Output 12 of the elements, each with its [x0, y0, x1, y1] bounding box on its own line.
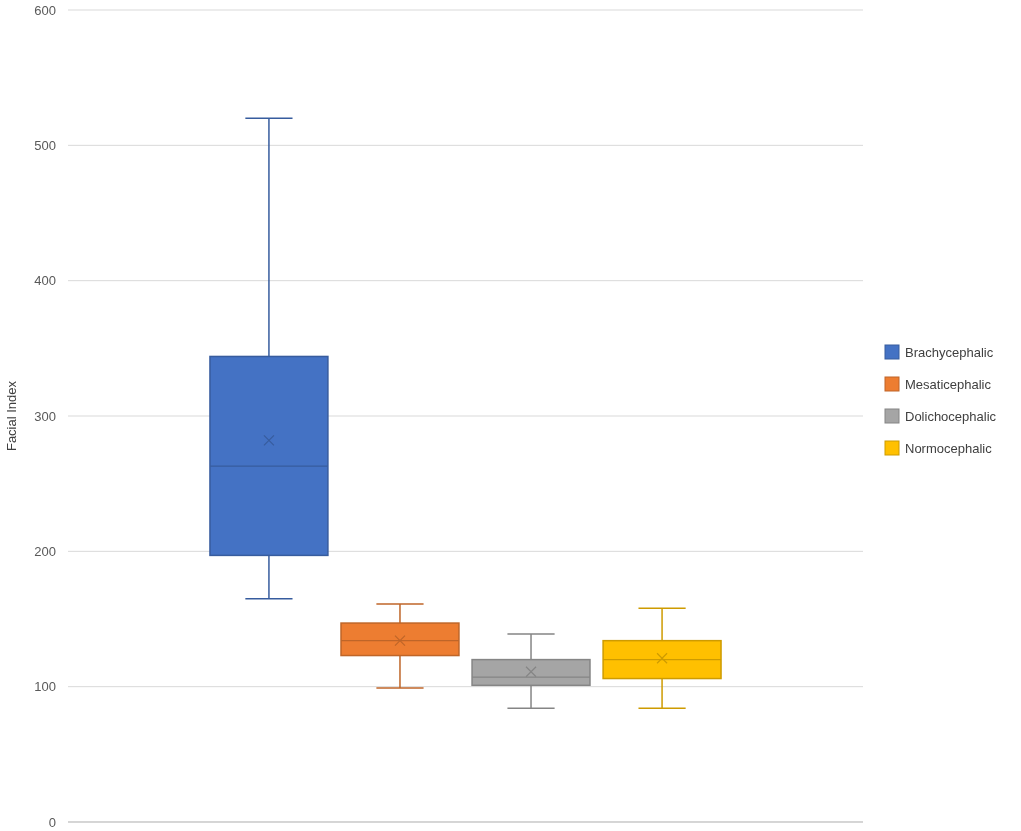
legend-label: Dolichocephalic: [905, 408, 997, 424]
legend-label: Mesaticephalic: [905, 376, 992, 392]
y-tick-label: 600: [34, 2, 56, 18]
y-tick-label: 200: [34, 543, 56, 559]
y-tick-label: 100: [34, 679, 56, 695]
legend-label: Brachycephalic: [905, 344, 994, 360]
y-tick-label: 500: [34, 137, 56, 153]
y-axis-title: Facial Index: [4, 380, 19, 452]
y-tick-label: 400: [34, 273, 56, 289]
y-tick-label: 300: [34, 408, 56, 424]
legend-label: Normocephalic: [905, 440, 993, 456]
y-tick-label: 0: [48, 814, 56, 830]
